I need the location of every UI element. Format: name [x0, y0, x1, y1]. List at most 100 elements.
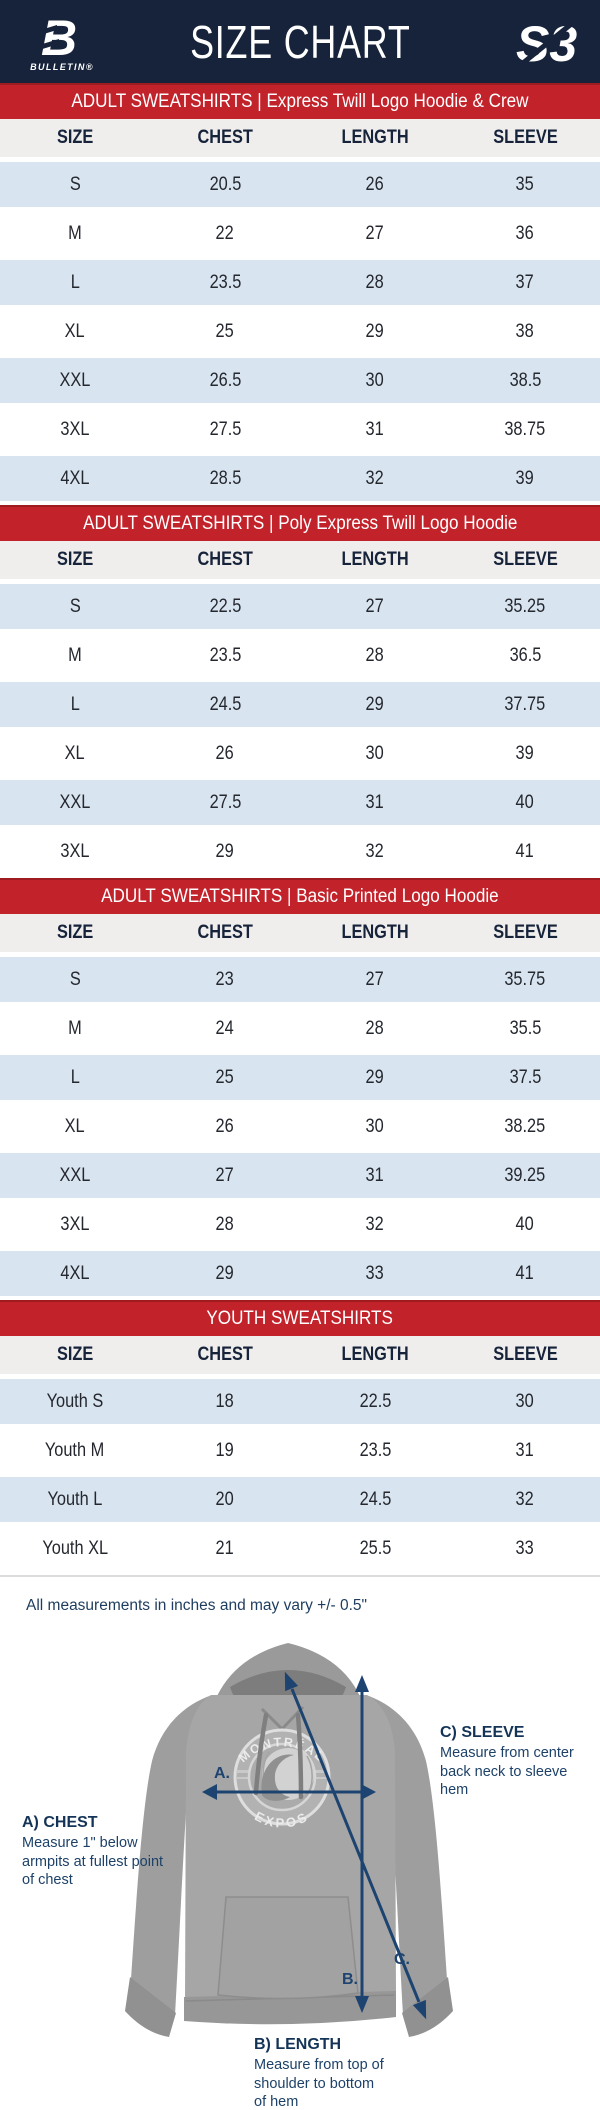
size-cell: S [69, 968, 81, 990]
bulletin-logo: B BULLETIN® [14, 11, 110, 72]
measurement-cell: 27 [215, 1164, 235, 1186]
sleeve-annotation: C) SLEEVE Measure from center back neck … [440, 1723, 598, 1800]
size-cell: XXL [59, 369, 91, 391]
measurement-cell: 36.5 [509, 644, 541, 666]
size-cell: 3XL [60, 1213, 90, 1235]
measurement-arrows [202, 1671, 427, 2020]
column-header: LENGTH [341, 1344, 409, 1365]
section-banner-label: ADULT SWEATSHIRTS | Basic Printed Logo H… [101, 886, 499, 907]
size-cell: L [70, 1066, 80, 1088]
measurement-cell: 32 [365, 840, 385, 862]
table-row: S 20.5 26 35 [0, 162, 600, 207]
table-header-row: SIZE CHEST LENGTH SLEEVE [0, 541, 600, 579]
measurement-cell: 25 [215, 1066, 235, 1088]
marker-b-label: B. [342, 1971, 358, 1988]
measurement-cell: 20 [215, 1488, 235, 1510]
section-banner: ADULT SWEATSHIRTS | Poly Express Twill L… [0, 505, 600, 541]
measurement-cell: 38 [515, 320, 535, 342]
column-header: SIZE [56, 127, 94, 148]
size-cell: XL [65, 1115, 85, 1137]
measurement-cell: 28 [215, 1213, 235, 1235]
table-row: XXL 27 31 39.25 [0, 1153, 600, 1198]
sb-logo-icon: S3 [516, 14, 582, 69]
measurement-cell: 32 [365, 1213, 385, 1235]
size-cell: XL [65, 742, 85, 764]
column-header: LENGTH [341, 549, 409, 570]
table-row: Youth M 19 23.5 31 [0, 1428, 600, 1473]
length-annotation-title: B) LENGTH [254, 2036, 342, 2053]
table-row: XXL 27.5 31 40 [0, 780, 600, 825]
table-row: L 24.5 29 37.75 [0, 682, 600, 727]
measurement-cell: 23.5 [359, 1439, 391, 1461]
table-row: Youth L 20 24.5 32 [0, 1477, 600, 1522]
length-arrow [355, 1675, 369, 2013]
section-banner: ADULT SWEATSHIRTS | Express Twill Logo H… [0, 83, 600, 119]
measurement-cell: 40 [515, 1213, 535, 1235]
size-tables: ADULT SWEATSHIRTS | Express Twill Logo H… [0, 83, 600, 1571]
bulletin-logo-icon: B [37, 11, 77, 61]
measurement-cell: 33 [365, 1262, 385, 1284]
size-cell: Youth L [47, 1488, 103, 1510]
column-header: LENGTH [341, 127, 409, 148]
measurement-cell: 27.5 [209, 418, 241, 440]
measurement-cell: 28 [365, 644, 385, 666]
measurement-cell: 30 [365, 742, 385, 764]
measurement-cell: 26 [215, 742, 235, 764]
section-banner-label: YOUTH SWEATSHIRTS [206, 1308, 394, 1329]
table-row: M 22 27 36 [0, 211, 600, 256]
column-header: LENGTH [341, 922, 409, 943]
measurement-cell: 26 [215, 1115, 235, 1137]
measurement-cell: 23 [215, 968, 235, 990]
size-cell: XL [65, 320, 85, 342]
measurements-note: All measurements in inches and may vary … [26, 1597, 368, 1614]
table-row: S 22.5 27 35.25 [0, 584, 600, 629]
measurement-cell: 23.5 [209, 644, 241, 666]
table-header-row: SIZE CHEST LENGTH SLEEVE [0, 1336, 600, 1374]
size-cell: 3XL [60, 840, 90, 862]
measurement-cell: 30 [365, 369, 385, 391]
chest-arrow [202, 1784, 376, 1800]
hoodie-illustration: MONTRÉAL EXPOS [125, 1643, 453, 2037]
section-banner-label: ADULT SWEATSHIRTS | Express Twill Logo H… [71, 91, 529, 112]
measurement-cell: 29 [365, 693, 385, 715]
measurement-cell: 28 [365, 1017, 385, 1039]
column-header: CHEST [197, 1344, 253, 1365]
column-header: SLEEVE [492, 127, 558, 148]
table-row: 4XL 28.5 32 39 [0, 456, 600, 501]
measurement-cell: 23.5 [209, 271, 241, 293]
size-cell: Youth XL [42, 1537, 108, 1559]
measurement-cell: 27 [365, 968, 385, 990]
measurement-cell: 38.5 [509, 369, 541, 391]
chest-annotation-desc: Measure 1" below armpits at fullest poin… [22, 1835, 164, 1889]
column-header: SIZE [56, 1344, 94, 1365]
table-header-row: SIZE CHEST LENGTH SLEEVE [0, 119, 600, 157]
measurement-cell: 26.5 [209, 369, 241, 391]
measurement-cell: 40 [515, 791, 535, 813]
measurement-cell: 19 [215, 1439, 235, 1461]
chest-annotation: A) CHEST Measure 1" below armpits at ful… [22, 1813, 164, 1890]
measurement-cell: 38.25 [504, 1115, 546, 1137]
section-banner-label: ADULT SWEATSHIRTS | Poly Express Twill L… [82, 513, 518, 534]
measurement-cell: 35.75 [504, 968, 546, 990]
column-header: SLEEVE [492, 922, 558, 943]
size-cell: Youth S [46, 1390, 104, 1412]
table-row: S 23 27 35.75 [0, 957, 600, 1002]
column-header: SIZE [56, 549, 94, 570]
measurement-cell: 38.75 [504, 418, 546, 440]
table-header-row: SIZE CHEST LENGTH SLEEVE [0, 914, 600, 952]
measurement-cell: 39.25 [504, 1164, 546, 1186]
table-row: XL 26 30 39 [0, 731, 600, 776]
size-cell: Youth M [45, 1439, 105, 1461]
column-header: SLEEVE [492, 549, 558, 570]
measurement-cell: 24.5 [359, 1488, 391, 1510]
measurement-cell: 37.75 [504, 693, 546, 715]
measurement-cell: 36 [515, 222, 535, 244]
table-row: 3XL 28 32 40 [0, 1202, 600, 1247]
table-row: Youth S 18 22.5 30 [0, 1379, 600, 1424]
measurement-cell: 41 [515, 840, 535, 862]
measurement-cell: 37 [515, 271, 535, 293]
measurement-cell: 24.5 [209, 693, 241, 715]
table-row: 3XL 29 32 41 [0, 829, 600, 874]
measurement-cell: 18 [215, 1390, 235, 1412]
